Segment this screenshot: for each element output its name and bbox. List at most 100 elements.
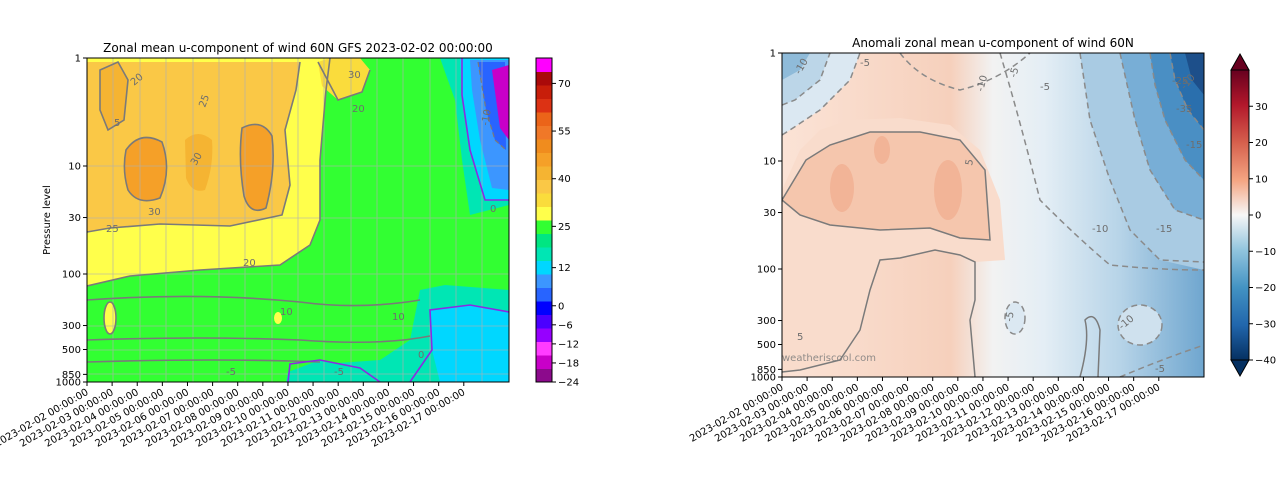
chart-1-colorbar-tick-label: 0 bbox=[558, 301, 564, 312]
chart-2-contour-label: 5 bbox=[964, 158, 976, 166]
chart-1-contour-label: 25 bbox=[197, 93, 212, 109]
chart-1-colorbar-ticks: 70 55 40 25 12 0 −6 −12 −18 −24 bbox=[552, 79, 579, 389]
chart-1-colorbar-band bbox=[536, 85, 552, 99]
chart-1-colorbar-band bbox=[536, 125, 552, 140]
chart-1-colorbar-tick-label: 12 bbox=[558, 263, 571, 274]
chart-1-colorbar-tick-label: −18 bbox=[558, 358, 579, 369]
chart-1-colorbar-band bbox=[536, 206, 552, 221]
chart-2-field bbox=[782, 53, 1204, 377]
chart-2-contour-label: -5 bbox=[1004, 311, 1017, 323]
chart-1-y-tick-label: 10 bbox=[68, 162, 81, 173]
chart-2-contour-label: -15 bbox=[1156, 224, 1172, 235]
chart-1-colorbar-tick-label: −24 bbox=[558, 378, 579, 389]
chart-1-contour-label: -5 bbox=[334, 367, 344, 378]
chart-1-colorbar-tick-label: 70 bbox=[558, 79, 571, 90]
chart-1-contour-label: 20 bbox=[243, 258, 256, 269]
chart-2-contour-label: -10 bbox=[1092, 224, 1108, 235]
chart-1-plot-frame bbox=[86, 57, 510, 383]
chart-1-colorbar-band bbox=[536, 341, 552, 356]
chart-1-contour-label: -5 bbox=[226, 367, 236, 378]
chart-1-colorbar bbox=[536, 58, 552, 383]
chart-2-contour-label: -25 bbox=[1172, 76, 1188, 87]
chart-2-colorbar-tick-label: 30 bbox=[1255, 102, 1268, 113]
chart-1-colorbar-tick-label: −6 bbox=[558, 320, 573, 331]
chart-1-y-tick-label: 1000 bbox=[56, 378, 81, 389]
chart-2-colorbar-tick-label: 10 bbox=[1255, 174, 1268, 185]
chart-2-y-tick-label: 300 bbox=[757, 316, 776, 327]
chart-1-field bbox=[87, 58, 509, 382]
chart-2-y-tick-label: 500 bbox=[757, 340, 776, 351]
chart-1-y-tick-label: 850 bbox=[62, 370, 81, 381]
chart-1-contour-label: -10 bbox=[480, 109, 494, 127]
chart-1-colorbar-band bbox=[536, 166, 552, 180]
chart-1-y-tick-label: 1 bbox=[75, 54, 81, 65]
watermark: weatheriscool.com bbox=[782, 353, 876, 364]
chart-2-colorbar-extend-top bbox=[1230, 52, 1250, 71]
chart-1-colorbar-tick-label: 25 bbox=[558, 222, 571, 233]
chart-2-contour-label: 5 bbox=[797, 332, 803, 343]
chart-1-colorbar-band bbox=[536, 220, 552, 234]
chart-2-y-tick-label: 850 bbox=[757, 365, 776, 376]
chart-2-colorbar-tick-label: −40 bbox=[1255, 356, 1276, 367]
chart-1-colorbar-band bbox=[536, 247, 552, 261]
chart-1-colorbar-band bbox=[536, 274, 552, 288]
chart-2-colorbar-ticks: 30 20 10 0 −10 −20 −30 −40 bbox=[1249, 102, 1276, 367]
chart-2-colorbar-tick-label: 20 bbox=[1255, 138, 1268, 149]
chart-2-contour-label: -5 bbox=[860, 58, 870, 69]
chart-1-colorbar-band bbox=[536, 98, 552, 113]
chart-1-contour-label: 25 bbox=[106, 224, 119, 235]
chart-1-colorbar-band bbox=[536, 328, 552, 342]
chart-1-y-tick-label: 300 bbox=[62, 321, 81, 332]
chart-1-colorbar-tick-label: 55 bbox=[558, 127, 571, 138]
chart-1-colorbar-tick-label: 40 bbox=[558, 174, 571, 185]
chart-1-colorbar-band bbox=[536, 193, 552, 207]
chart-2-colorbar bbox=[1230, 52, 1250, 378]
chart-2-colorbar-tick-label: −10 bbox=[1255, 247, 1276, 258]
chart-1-contour-label: 10 bbox=[392, 312, 405, 323]
chart-2-colorbar-extend-bottom bbox=[1230, 359, 1250, 378]
chart-2-y-tick-label: 1000 bbox=[751, 373, 776, 384]
chart-1-colorbar-frame bbox=[535, 57, 553, 383]
chart-1-colorbar-band bbox=[536, 233, 552, 248]
chart-1-colorbar-band bbox=[536, 139, 552, 153]
chart-1-y-axis-label: Pressure level bbox=[42, 185, 53, 255]
chart-2-contour-label: -5 bbox=[1040, 82, 1050, 93]
chart-2-y-tick-label: 1 bbox=[770, 49, 776, 60]
chart-2-contour-label: -15 bbox=[1186, 140, 1202, 151]
chart-1-colorbar-band bbox=[536, 260, 552, 275]
chart-2-colorbar-body bbox=[1230, 69, 1250, 361]
chart-1-contour-label: 0 bbox=[418, 350, 424, 361]
chart-1-colorbar-band bbox=[536, 71, 552, 86]
chart-2-colorbar-tick-label: −20 bbox=[1255, 283, 1276, 294]
chart-1-contour-label: 20 bbox=[352, 104, 365, 115]
chart-2-y-tick-label: 100 bbox=[757, 265, 776, 276]
chart-2-contour-label: -35 bbox=[1176, 104, 1192, 115]
chart-1-contour-label: 30 bbox=[348, 70, 361, 81]
chart-1-contour-label: 10 bbox=[280, 307, 293, 318]
chart-1-y-tick-label: 500 bbox=[62, 345, 81, 356]
chart-1-colorbar-band bbox=[536, 287, 552, 302]
chart-2-title: Anomali zonal mean u-component of wind 6… bbox=[852, 36, 1134, 50]
chart-2-contour-label: -10 bbox=[975, 74, 990, 93]
chart-1-colorbar-band bbox=[536, 355, 552, 369]
chart-2-y-tick-label: 30 bbox=[763, 208, 776, 219]
chart-1-title: Zonal mean u-component of wind 60N GFS 2… bbox=[103, 41, 493, 55]
chart-1-colorbar-band bbox=[536, 112, 552, 126]
chart-1-contour-label: 30 bbox=[148, 207, 161, 218]
chart-2: Anomali zonal mean u-component of wind 6… bbox=[688, 36, 1276, 445]
chart-1-colorbar-band bbox=[536, 179, 552, 194]
chart-2-colorbar-tick-label: 0 bbox=[1255, 211, 1261, 222]
chart-1-contour-label: 5 bbox=[114, 118, 120, 129]
chart-1-contour-label: 0 bbox=[490, 204, 496, 215]
chart-1-colorbar-band bbox=[536, 368, 552, 383]
chart-1-y-tick-label: 100 bbox=[62, 270, 81, 281]
chart-2-contour-label: -5 bbox=[1008, 66, 1021, 78]
chart-1-colorbar-band bbox=[536, 58, 552, 72]
chart-1-colorbar-band bbox=[536, 152, 552, 167]
chart-1-colorbar-band bbox=[536, 301, 552, 315]
chart-2-y-tick-label: 10 bbox=[763, 157, 776, 168]
chart-1-colorbar-band bbox=[536, 314, 552, 329]
